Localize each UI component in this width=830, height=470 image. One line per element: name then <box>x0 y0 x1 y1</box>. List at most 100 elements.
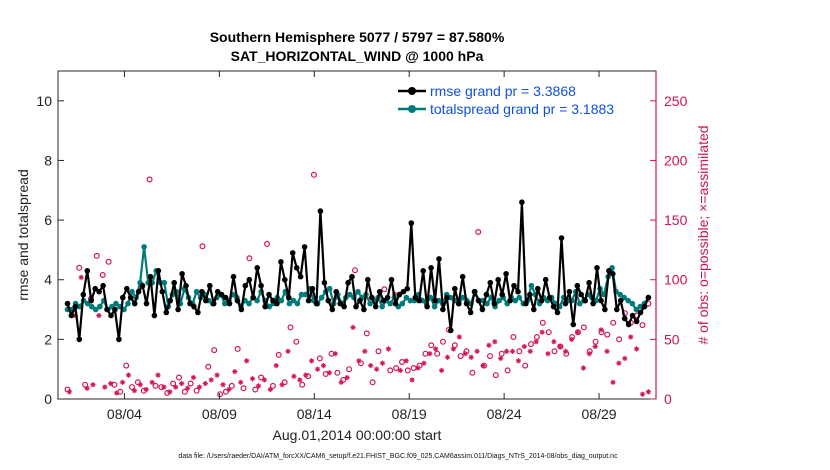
x-tick-label: 08/14 <box>297 406 332 422</box>
rmse-point <box>436 256 442 262</box>
obs-possible-point <box>440 338 447 345</box>
chart-subtitle: SAT_HORIZONTAL_WIND @ 1000 hPa <box>231 48 484 64</box>
rmse-point <box>210 300 217 307</box>
rmse-point <box>207 282 213 289</box>
rmse-point <box>278 259 284 265</box>
obs-possible-point <box>99 272 106 279</box>
obs-assimilated-point <box>137 382 143 388</box>
rmse-point <box>503 271 509 277</box>
rmse-point <box>637 309 644 316</box>
spread-point <box>496 297 502 304</box>
obs-possible-point <box>240 385 247 392</box>
rmse-point <box>459 273 466 280</box>
obs-assimilated-point <box>545 351 551 357</box>
spread-point <box>266 303 273 310</box>
obs-assimilated-point <box>84 385 90 391</box>
obs-possible-point <box>264 240 271 247</box>
rmse-line <box>66 201 650 341</box>
obs-possible-point <box>527 341 534 348</box>
obs-possible-point <box>205 363 212 370</box>
rmse-point <box>495 276 502 283</box>
obs-possible-point <box>275 351 282 358</box>
obs-assimilated-point <box>492 339 498 345</box>
rmse-point <box>100 282 106 289</box>
legend-spread-marker <box>408 105 416 113</box>
obs-assimilated-point <box>173 384 179 390</box>
rmse-point <box>214 288 221 295</box>
obs-possible-point <box>404 367 411 374</box>
rmse-point <box>68 312 75 319</box>
rmse-point <box>124 285 130 292</box>
spread-point <box>528 282 535 289</box>
rmse-point <box>428 265 434 271</box>
rmse-point <box>274 300 280 307</box>
rmse-point <box>633 318 640 325</box>
obs-assimilated-point <box>539 329 545 335</box>
rmse-point <box>88 297 94 304</box>
rmse-point <box>313 300 320 307</box>
obs-assimilated-point <box>350 324 356 330</box>
rmse-point <box>507 297 513 304</box>
obs-possible-point <box>610 319 617 326</box>
obs-assimilated-point <box>90 382 96 388</box>
rmse-point <box>554 309 561 316</box>
rmse-point <box>602 306 608 313</box>
spread-point <box>407 297 414 304</box>
rmse-point <box>479 306 486 313</box>
rmse-point <box>420 268 427 274</box>
spread-point <box>617 291 623 298</box>
rmse-point <box>108 312 114 319</box>
obs-assimilated-point <box>179 380 185 387</box>
y-axis-label: rmse and totalspread <box>15 169 31 301</box>
rmse-point <box>143 300 150 307</box>
rmse-point <box>570 321 577 328</box>
x-tick-label: 08/24 <box>487 406 522 422</box>
obs-assimilated-point <box>244 358 250 364</box>
spread-point <box>193 288 200 295</box>
rmse-point <box>116 336 122 343</box>
spread-point <box>460 294 466 301</box>
obs-assimilated-point <box>196 384 202 390</box>
obs-possible-point <box>269 382 276 389</box>
spread-point <box>633 306 640 313</box>
spread-point <box>516 294 523 301</box>
rmse-point <box>590 300 596 307</box>
spread-point <box>298 291 305 298</box>
rmse-point <box>321 279 328 286</box>
obs-possible-point <box>369 379 376 386</box>
spread-point <box>637 303 644 310</box>
obs-assimilated-point <box>379 360 386 366</box>
rmse-point <box>147 273 154 280</box>
obs-possible-point <box>310 171 317 178</box>
obs-assimilated-point <box>486 342 492 348</box>
obs-assimilated-point <box>397 367 403 373</box>
rmse-point <box>538 297 545 304</box>
obs-possible-point <box>580 324 587 331</box>
rmse-point <box>380 297 387 304</box>
rmse-point <box>455 300 462 307</box>
spread-point <box>113 300 119 307</box>
rmse-point <box>155 268 162 274</box>
obs-assimilated-point <box>161 384 167 390</box>
obs-assimilated-point <box>622 355 628 361</box>
rmse-point <box>337 300 344 307</box>
rmse-point <box>199 288 205 295</box>
spread-point <box>399 300 406 307</box>
spread-point <box>379 303 386 310</box>
rmse-point <box>325 297 332 304</box>
obs-assimilated-point <box>563 348 569 354</box>
obs-assimilated-point <box>131 388 137 394</box>
rmse-point <box>625 321 632 328</box>
rmse-point <box>131 300 138 307</box>
obs-possible-point <box>475 229 482 236</box>
obs-assimilated-point <box>78 274 84 280</box>
obs-assimilated-point <box>439 367 445 373</box>
obs-assimilated-point <box>551 339 557 345</box>
obs-assimilated-point <box>557 343 563 350</box>
obs-assimilated-point <box>344 374 350 381</box>
obs-possible-point <box>170 380 177 387</box>
rmse-point <box>127 294 134 301</box>
rmse-point <box>163 309 170 316</box>
obs-assimilated-point <box>190 374 197 381</box>
